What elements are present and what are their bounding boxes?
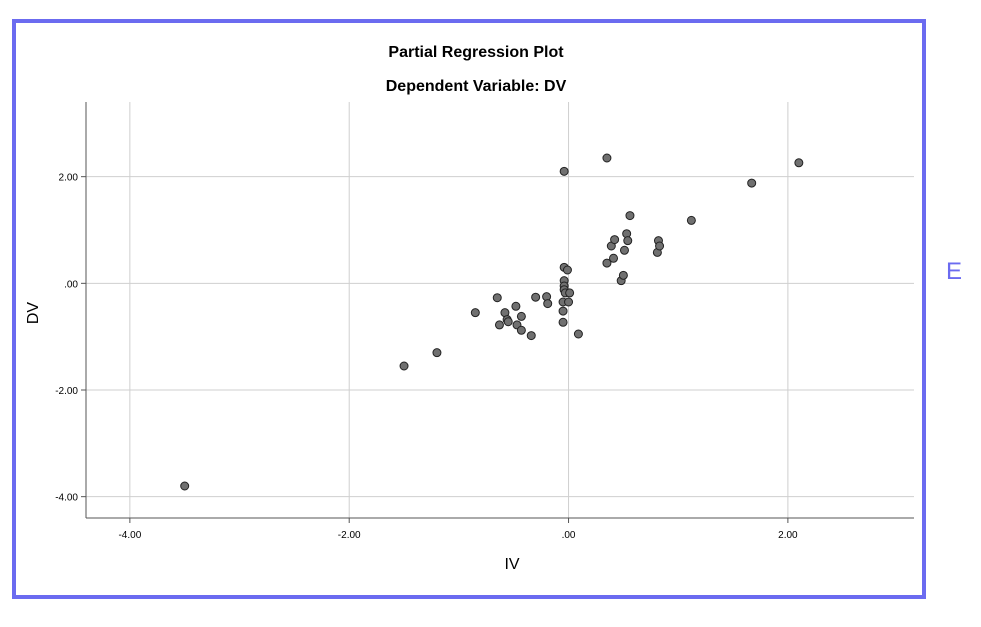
- x-tick-label: 2.00: [778, 530, 798, 541]
- data-point: [180, 481, 190, 491]
- data-point: [503, 317, 513, 327]
- side-letter-label: E: [946, 258, 963, 285]
- data-point: [573, 329, 583, 339]
- x-tick-label: .00: [562, 530, 576, 541]
- data-point: [531, 292, 541, 302]
- y-tick-label: 2.00: [59, 173, 79, 184]
- data-points: [180, 153, 804, 491]
- data-point: [655, 241, 665, 251]
- y-tick-label: -2.00: [55, 386, 78, 397]
- axes: [81, 102, 914, 523]
- x-axis-label: IV: [504, 556, 519, 573]
- y-axis-label: DV: [25, 302, 42, 325]
- chart-title: Partial Regression Plot: [388, 44, 564, 61]
- data-point: [747, 178, 757, 188]
- data-point: [494, 320, 504, 330]
- data-point: [623, 236, 633, 246]
- data-point: [543, 299, 553, 309]
- data-point: [609, 253, 619, 263]
- data-point: [559, 166, 569, 176]
- data-point: [564, 297, 574, 307]
- data-point: [558, 306, 568, 316]
- data-point: [686, 215, 696, 225]
- chart-frame: Partial Regression Plot Dependent Variab…: [12, 19, 926, 599]
- data-point: [562, 265, 572, 275]
- data-point: [511, 301, 521, 311]
- x-tick-label: -2.00: [338, 530, 361, 541]
- data-point: [492, 293, 502, 303]
- data-point: [602, 258, 612, 268]
- data-point: [610, 235, 620, 245]
- tick-labels: -4.00 -2.00 .00 2.00 2.00 .00 -2.00 -4.00: [55, 173, 798, 541]
- data-point: [558, 317, 568, 327]
- data-point: [432, 348, 442, 358]
- data-point: [619, 245, 629, 255]
- data-point: [625, 211, 635, 221]
- data-point: [565, 288, 575, 298]
- data-point: [618, 270, 628, 280]
- data-point: [399, 361, 409, 371]
- chart-subtitle: Dependent Variable: DV: [386, 78, 567, 95]
- y-tick-label: -4.00: [55, 493, 78, 504]
- grid-lines: [86, 102, 914, 518]
- x-tick-label: -4.00: [118, 530, 141, 541]
- data-point: [470, 308, 480, 318]
- data-point: [794, 158, 804, 168]
- scatter-chart: Partial Regression Plot Dependent Variab…: [25, 44, 914, 573]
- data-point: [602, 153, 612, 163]
- y-tick-label: .00: [64, 279, 78, 290]
- data-point: [516, 311, 526, 321]
- data-point: [516, 325, 526, 335]
- data-point: [526, 331, 536, 341]
